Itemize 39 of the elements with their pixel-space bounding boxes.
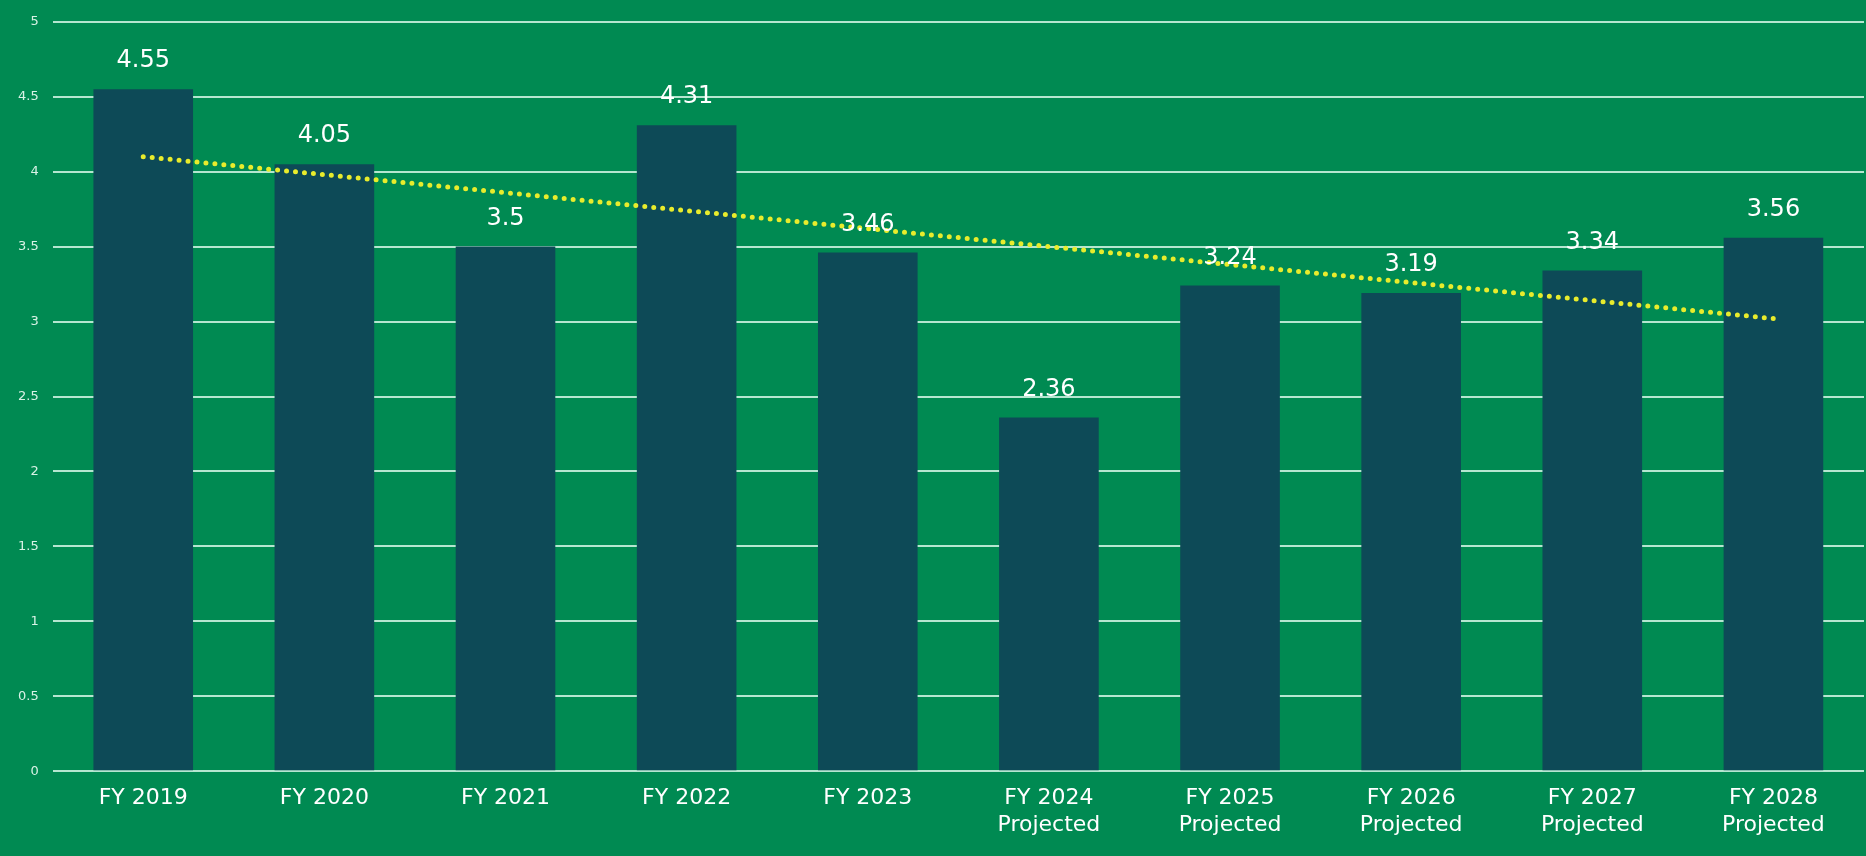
x-tick-label: FY 2024 Projected — [997, 784, 1101, 836]
y-tick-label: 4.5 — [17, 88, 39, 104]
y-tick-label: 2 — [30, 462, 39, 478]
y-tick-label: 2.5 — [17, 387, 39, 403]
bar — [636, 125, 737, 771]
x-tick-label: FY 2021 — [460, 784, 551, 810]
data-label: 3.19 — [1384, 249, 1438, 278]
x-tick-label: FY 2025 Projected — [1178, 784, 1282, 836]
bar — [1180, 285, 1280, 771]
y-tick-label: 5 — [30, 13, 39, 29]
data-label: 2.36 — [1022, 373, 1076, 402]
x-tick-label: FY 2019 — [98, 784, 188, 810]
y-tick-label: 1 — [30, 612, 39, 628]
y-tick-label: 4 — [30, 163, 39, 179]
x-tick-label: FY 2027 Projected — [1540, 784, 1644, 836]
bar — [455, 246, 556, 771]
bar — [999, 417, 1099, 771]
y-tick-label: 1.5 — [17, 537, 39, 553]
data-label: 3.5 — [486, 202, 525, 231]
y-tick-label: 0 — [30, 762, 39, 778]
bar — [1723, 237, 1824, 771]
data-label: 3.24 — [1203, 241, 1257, 270]
bar — [817, 252, 918, 771]
x-tick-label: FY 2020 — [279, 784, 369, 810]
data-label: 3.46 — [841, 208, 895, 237]
bar — [1361, 293, 1461, 771]
data-label: 4.05 — [297, 120, 352, 149]
bar — [1542, 270, 1643, 771]
x-tick-label: FY 2026 Projected — [1359, 784, 1463, 836]
x-tick-label: FY 2022 — [642, 784, 732, 810]
x-tick-label: FY 2023 — [823, 784, 913, 810]
y-tick-label: 3.5 — [17, 237, 39, 253]
data-label: 4.55 — [116, 45, 170, 74]
bar — [274, 164, 375, 771]
bar — [93, 89, 194, 771]
data-label: 3.56 — [1746, 193, 1801, 222]
y-tick-label: 0.5 — [17, 687, 39, 703]
y-tick-label: 3 — [30, 312, 39, 328]
x-tick-label: FY 2028 Projected — [1722, 784, 1825, 836]
